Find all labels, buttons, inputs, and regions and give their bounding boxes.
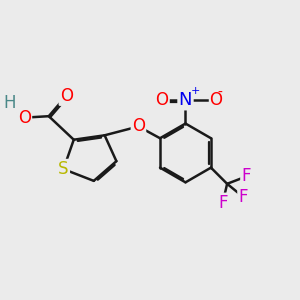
- Text: O: O: [60, 87, 73, 105]
- Text: -: -: [217, 85, 222, 100]
- Text: F: F: [238, 188, 248, 206]
- Text: +: +: [191, 86, 200, 96]
- Text: F: F: [218, 194, 227, 212]
- Text: F: F: [242, 167, 251, 185]
- Text: O: O: [132, 118, 145, 136]
- Text: O: O: [210, 91, 223, 109]
- Text: N: N: [179, 91, 192, 109]
- Text: H: H: [3, 94, 16, 112]
- Text: O: O: [155, 91, 169, 109]
- Text: O: O: [18, 109, 31, 127]
- Text: S: S: [58, 160, 69, 178]
